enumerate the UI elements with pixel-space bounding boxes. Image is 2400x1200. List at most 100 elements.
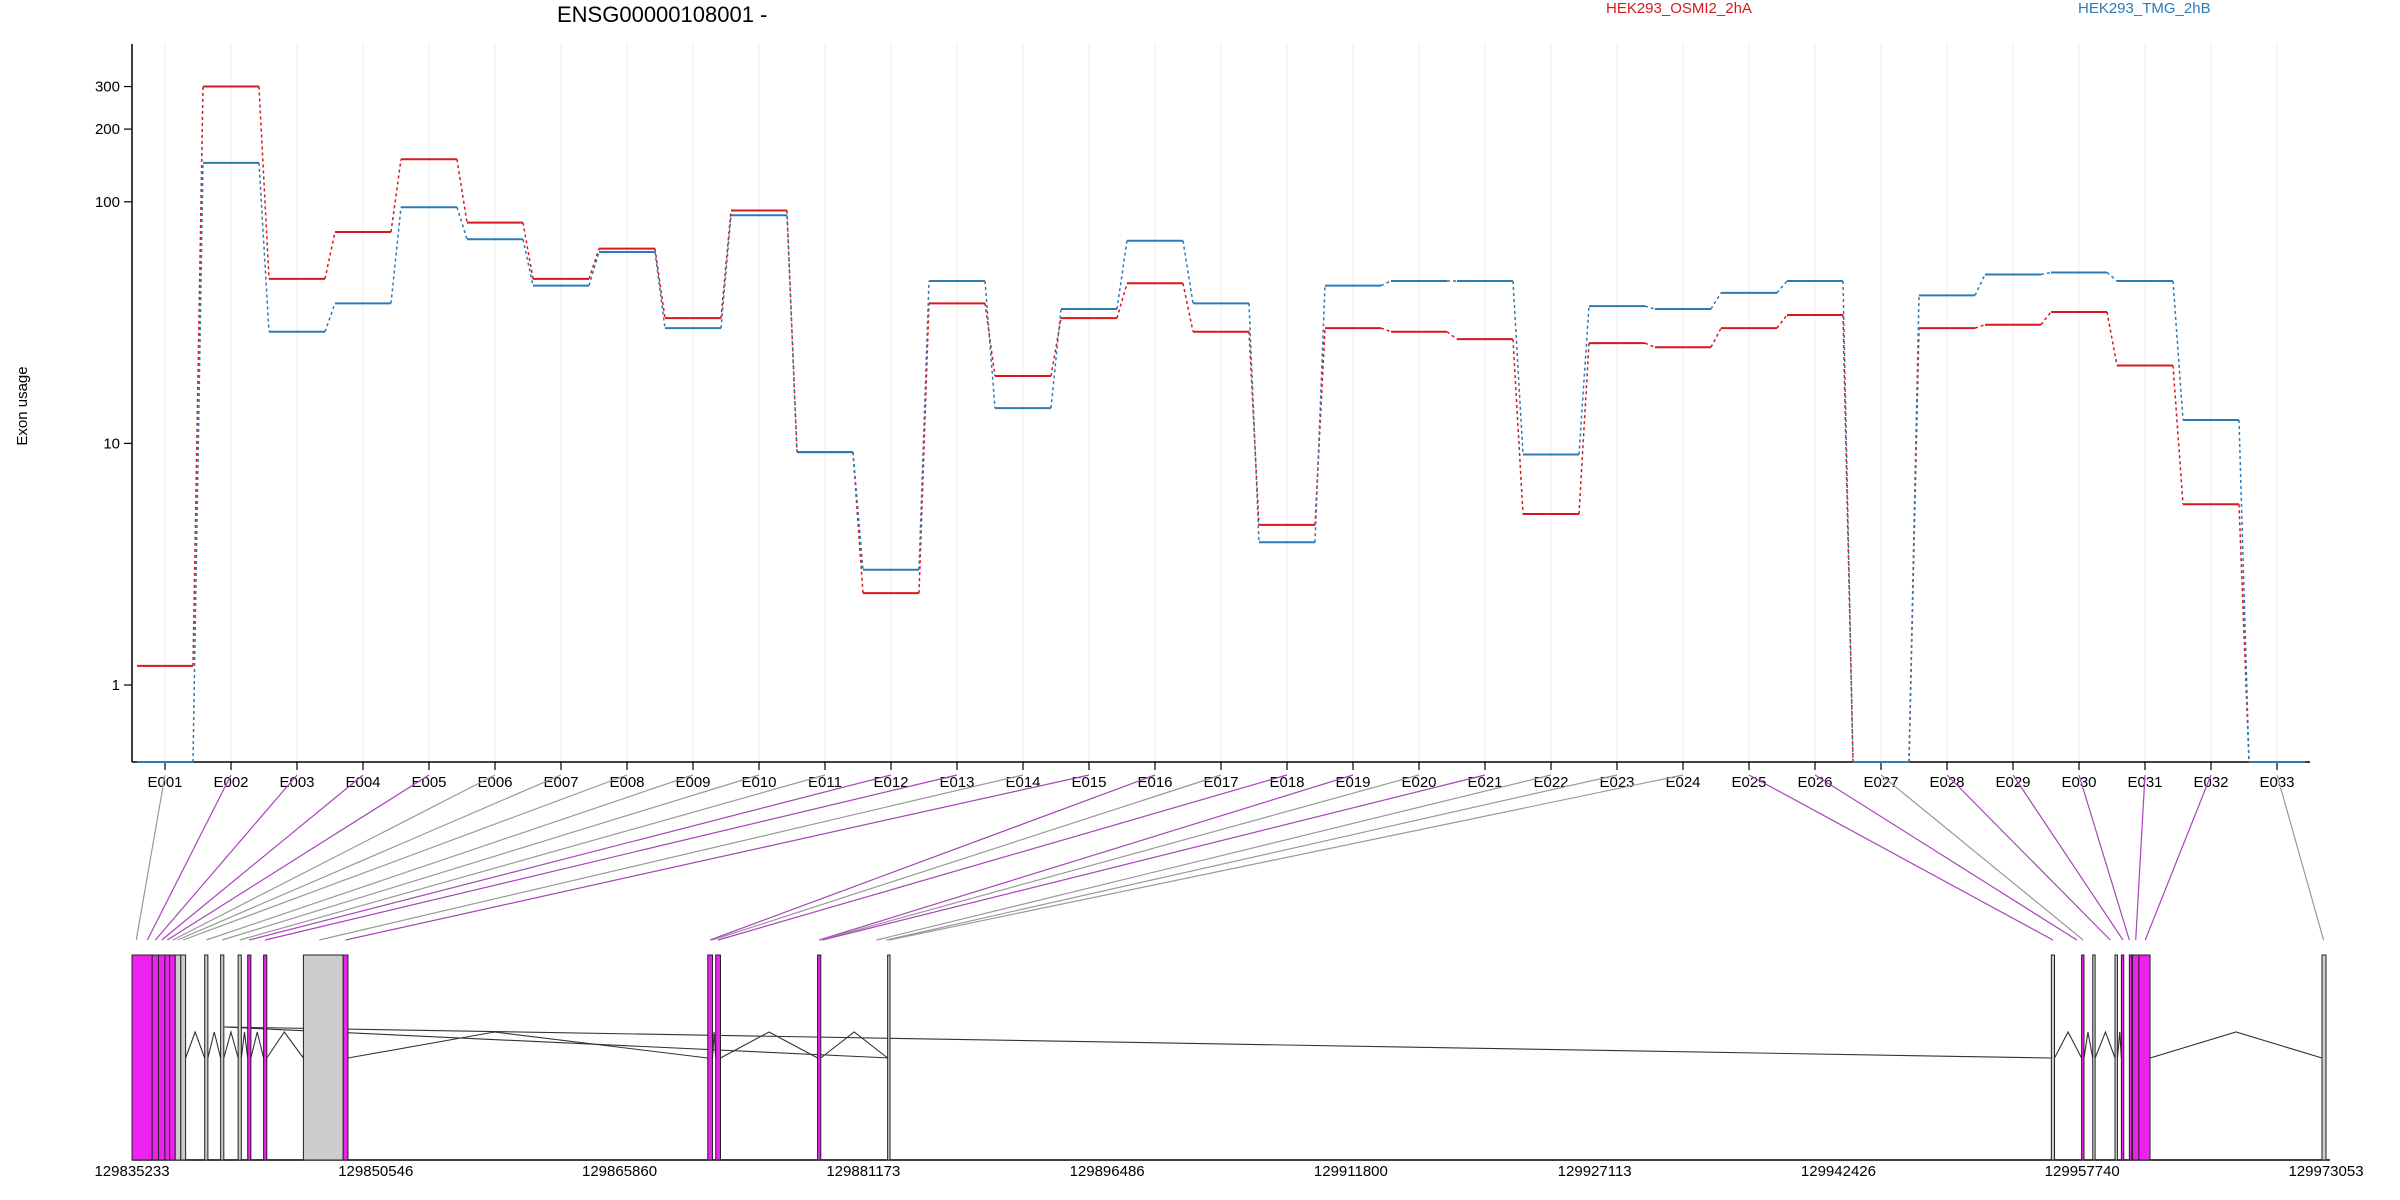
exon-box-E022 xyxy=(2114,954,2118,1161)
x-tick-label-E001: E001 xyxy=(147,774,182,791)
genomic-tick-label-3: 129881173 xyxy=(826,1163,900,1180)
exon-box-E026 xyxy=(2138,954,2151,1161)
x-tick-label-E003: E003 xyxy=(279,774,314,791)
series-1-step-E014 xyxy=(1050,318,1062,377)
series-2-step-E012 xyxy=(918,281,930,570)
x-tick-label-E028: E028 xyxy=(1929,774,1964,791)
genomic-tick-label-1: 129850546 xyxy=(338,1163,413,1180)
axes xyxy=(131,44,2330,1161)
x-tick-label-E002: E002 xyxy=(213,774,248,791)
junction-7 xyxy=(266,1031,304,1059)
series-2-step-E031 xyxy=(2172,280,2184,421)
exon-box-E020 xyxy=(2081,954,2085,1161)
y-tick-label-100: 100 xyxy=(95,194,120,211)
x-ticks: E001 E002 E003 E004 E005 E006 E007 E008 E009 E010… xyxy=(147,762,2295,791)
connector-E014 xyxy=(319,774,1024,941)
junction-10 xyxy=(720,1031,818,1059)
junction-14 xyxy=(2083,1031,2094,1059)
connector-E007 xyxy=(177,774,562,941)
series-1-step-E023 xyxy=(1644,342,1656,348)
connector-E009 xyxy=(206,774,694,941)
y-tick-label-1: 1 xyxy=(112,677,120,694)
junction-6 xyxy=(250,1031,265,1059)
series-1-step-E021 xyxy=(1512,339,1524,515)
x-tick-label-E009: E009 xyxy=(675,774,710,791)
exon-boxes xyxy=(131,954,2327,1161)
series-1-step-E016 xyxy=(1182,283,1194,332)
junction-12 xyxy=(223,1026,2052,1059)
series-1-step-E006 xyxy=(522,222,534,279)
connector-E025 xyxy=(1748,774,2054,941)
series-2-step-E021 xyxy=(1512,280,1524,455)
exon-box-E001 xyxy=(131,954,153,1161)
x-tick-label-E020: E020 xyxy=(1401,774,1436,791)
connector-E003 xyxy=(154,774,298,941)
series-2-step-E006 xyxy=(522,239,534,286)
connector-E011 xyxy=(239,774,826,941)
genomic-tick-label-5: 129911800 xyxy=(1314,1163,1388,1180)
connector-E026 xyxy=(1814,774,2078,941)
exon-box-E013 xyxy=(302,954,344,1161)
connector-E001 xyxy=(135,774,166,941)
exon-box-E021 xyxy=(2092,954,2096,1161)
series-1-step-E004 xyxy=(390,159,402,233)
junction-17 xyxy=(2149,1031,2323,1059)
connector-E033 xyxy=(2276,774,2325,941)
series-2-step-E024 xyxy=(1710,292,1722,310)
connector-E027 xyxy=(1880,774,2084,941)
junction-11 xyxy=(820,1031,888,1059)
connector-E015 xyxy=(345,774,1090,941)
connector-E005 xyxy=(166,774,430,941)
series-2-step-E001 xyxy=(192,162,204,763)
series-1-step-E028 xyxy=(1974,323,1986,329)
connector-E032 xyxy=(2144,774,2212,941)
x-tick-label-E007: E007 xyxy=(543,774,578,791)
series-2-step-E008 xyxy=(654,251,666,329)
x-tick-label-E032: E032 xyxy=(2193,774,2228,791)
exon-box-E006 xyxy=(174,954,182,1161)
exon-box-E023 xyxy=(2120,954,2125,1161)
genomic-tick-label-2: 129865860 xyxy=(582,1163,657,1180)
connector-E019 xyxy=(819,774,1354,941)
exon-box-E027 xyxy=(2321,954,2327,1161)
connector-E016 xyxy=(709,774,1156,941)
connector-E017 xyxy=(712,774,1222,941)
series-2-step-E032 xyxy=(2238,419,2250,763)
connector-E023 xyxy=(885,774,1618,941)
y-axis-label: Exon usage xyxy=(14,366,31,445)
x-tick-label-E026: E026 xyxy=(1797,774,1832,791)
connector-E002 xyxy=(146,774,232,941)
x-tick-label-E008: E008 xyxy=(609,774,644,791)
exon-box-E015 xyxy=(707,954,714,1161)
series-2-step-E025 xyxy=(1776,280,1788,294)
genomic-tick-label-9: 129973053 xyxy=(2288,1163,2363,1180)
series-1-step-E009 xyxy=(720,210,732,319)
exon-box-E002 xyxy=(151,954,160,1161)
x-tick-label-E022: E022 xyxy=(1533,774,1568,791)
series-2-step-E019 xyxy=(1380,280,1392,287)
x-tick-label-E013: E013 xyxy=(939,774,974,791)
exon-box-E024 xyxy=(2128,954,2133,1161)
series-1-step-E002 xyxy=(258,86,270,279)
junction-3 xyxy=(207,1031,222,1059)
x-tick-label-E017: E017 xyxy=(1203,774,1238,791)
connector-E013 xyxy=(265,774,958,941)
series-2-step-E018 xyxy=(1314,285,1326,543)
connector-E024 xyxy=(889,774,1684,941)
series-1-step-E012 xyxy=(918,303,930,594)
series-2-step-E030 xyxy=(2106,271,2118,282)
series-1-step-E022 xyxy=(1578,343,1590,515)
x-tick-label-E005: E005 xyxy=(411,774,446,791)
x-tick-label-E014: E014 xyxy=(1005,774,1040,791)
x-tick-label-E029: E029 xyxy=(1995,774,2030,791)
series-2-step-E005 xyxy=(456,206,468,240)
exon-box-E004 xyxy=(164,954,171,1161)
series-2-step-E007 xyxy=(588,251,600,286)
x-tick-label-E027: E027 xyxy=(1863,774,1898,791)
series-2-step-E017 xyxy=(1248,303,1260,543)
connector-E029 xyxy=(2012,774,2124,941)
x-tick-label-E021: E021 xyxy=(1467,774,1502,791)
y-tick-label-200: 200 xyxy=(95,121,120,138)
x-tick-label-E033: E033 xyxy=(2259,774,2294,791)
